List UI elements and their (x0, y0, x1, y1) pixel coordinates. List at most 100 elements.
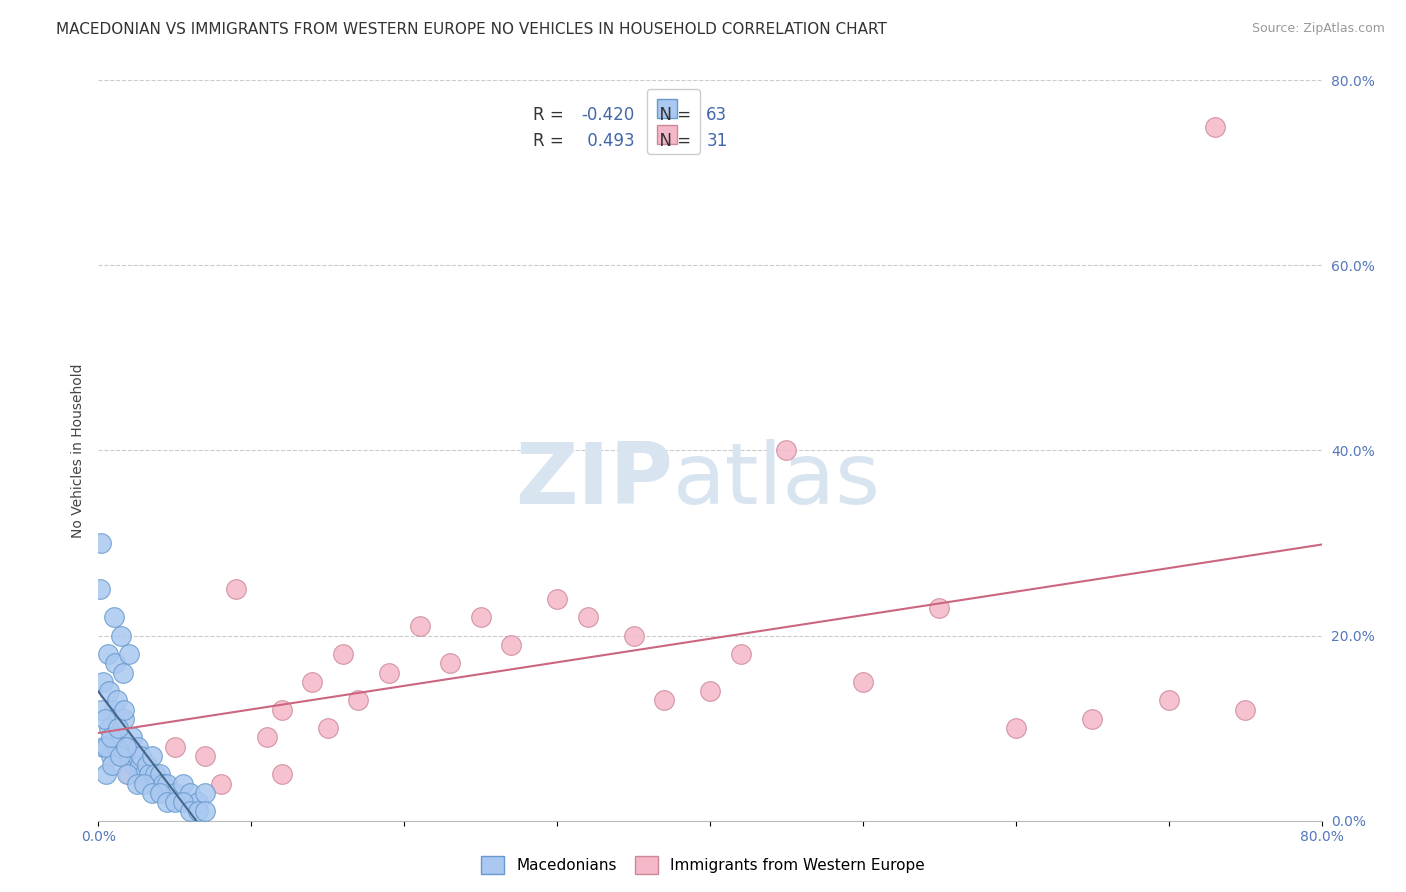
Text: R =: R = (533, 132, 568, 150)
Point (1234, 703, 1257, 717)
Point (107, 721, 129, 735)
Point (128, 758, 150, 772)
Point (105, 693, 128, 707)
Point (172, 776, 194, 791)
Text: 0.493: 0.493 (582, 132, 634, 150)
Point (187, 805, 209, 819)
Point (129, 748, 152, 763)
Point (101, 758, 124, 772)
Point (270, 767, 292, 781)
Point (115, 739, 138, 754)
Point (90, 536, 112, 550)
Point (98, 721, 121, 735)
Point (225, 582, 247, 597)
Point (110, 731, 132, 745)
Point (209, 776, 232, 791)
Point (125, 748, 148, 763)
Point (94, 767, 117, 781)
Point (163, 786, 186, 800)
Point (103, 703, 125, 717)
Point (120, 748, 142, 763)
Point (301, 674, 323, 689)
Point (103, 610, 125, 624)
Point (141, 786, 163, 800)
Point (91, 674, 114, 689)
Point (546, 591, 568, 606)
Point (112, 703, 135, 717)
Point (141, 748, 163, 763)
Point (163, 795, 186, 809)
Point (187, 795, 209, 809)
Point (1081, 712, 1104, 726)
Text: 31: 31 (706, 132, 728, 150)
Point (194, 805, 217, 819)
Point (347, 693, 370, 707)
Point (194, 786, 217, 800)
Point (439, 657, 461, 671)
Legend: , : , (647, 88, 700, 153)
Point (97, 647, 120, 661)
Point (194, 748, 217, 763)
Point (125, 776, 148, 791)
Text: N =: N = (648, 106, 696, 124)
Text: ZIP: ZIP (516, 439, 673, 522)
Point (121, 731, 143, 745)
Point (1204, 120, 1226, 134)
Point (110, 628, 132, 642)
Point (105, 739, 128, 754)
Point (928, 600, 950, 615)
Point (332, 647, 354, 661)
Point (408, 619, 430, 633)
Point (152, 776, 174, 791)
Point (136, 758, 159, 772)
Point (118, 647, 141, 661)
Point (156, 776, 179, 791)
Point (100, 748, 122, 763)
Point (127, 739, 149, 754)
Point (149, 786, 172, 800)
Point (623, 628, 645, 642)
Point (91, 739, 114, 754)
Y-axis label: No Vehicles in Household: No Vehicles in Household (70, 363, 84, 538)
Point (378, 665, 401, 680)
Point (134, 767, 156, 781)
Point (1004, 721, 1026, 735)
Point (98, 684, 121, 698)
Point (470, 610, 492, 624)
Point (156, 795, 179, 809)
Text: atlas: atlas (673, 439, 882, 522)
Point (179, 805, 201, 819)
Point (118, 767, 141, 781)
Text: -0.420: -0.420 (582, 106, 636, 124)
Point (94, 739, 117, 754)
Text: R =: R = (533, 106, 568, 124)
Point (108, 748, 131, 763)
Point (89, 582, 111, 597)
Text: 63: 63 (706, 106, 727, 124)
Point (117, 767, 139, 781)
Point (699, 684, 721, 698)
Point (143, 767, 166, 781)
Point (145, 776, 167, 791)
Legend: Macedonians, Immigrants from Western Europe: Macedonians, Immigrants from Western Eur… (475, 850, 931, 880)
Point (172, 795, 194, 809)
Point (138, 767, 160, 781)
Point (118, 739, 141, 754)
Text: N =: N = (648, 132, 696, 150)
Text: Source: ZipAtlas.com: Source: ZipAtlas.com (1251, 22, 1385, 36)
Point (100, 731, 122, 745)
Point (104, 657, 127, 671)
Point (115, 739, 138, 754)
Point (316, 721, 339, 735)
Point (1157, 693, 1180, 707)
Point (163, 739, 186, 754)
Point (107, 721, 129, 735)
Point (93, 712, 115, 726)
Point (852, 674, 875, 689)
Point (149, 767, 172, 781)
Point (111, 665, 134, 680)
Point (775, 443, 797, 458)
Point (270, 703, 292, 717)
Point (256, 731, 278, 745)
Point (90, 703, 112, 717)
